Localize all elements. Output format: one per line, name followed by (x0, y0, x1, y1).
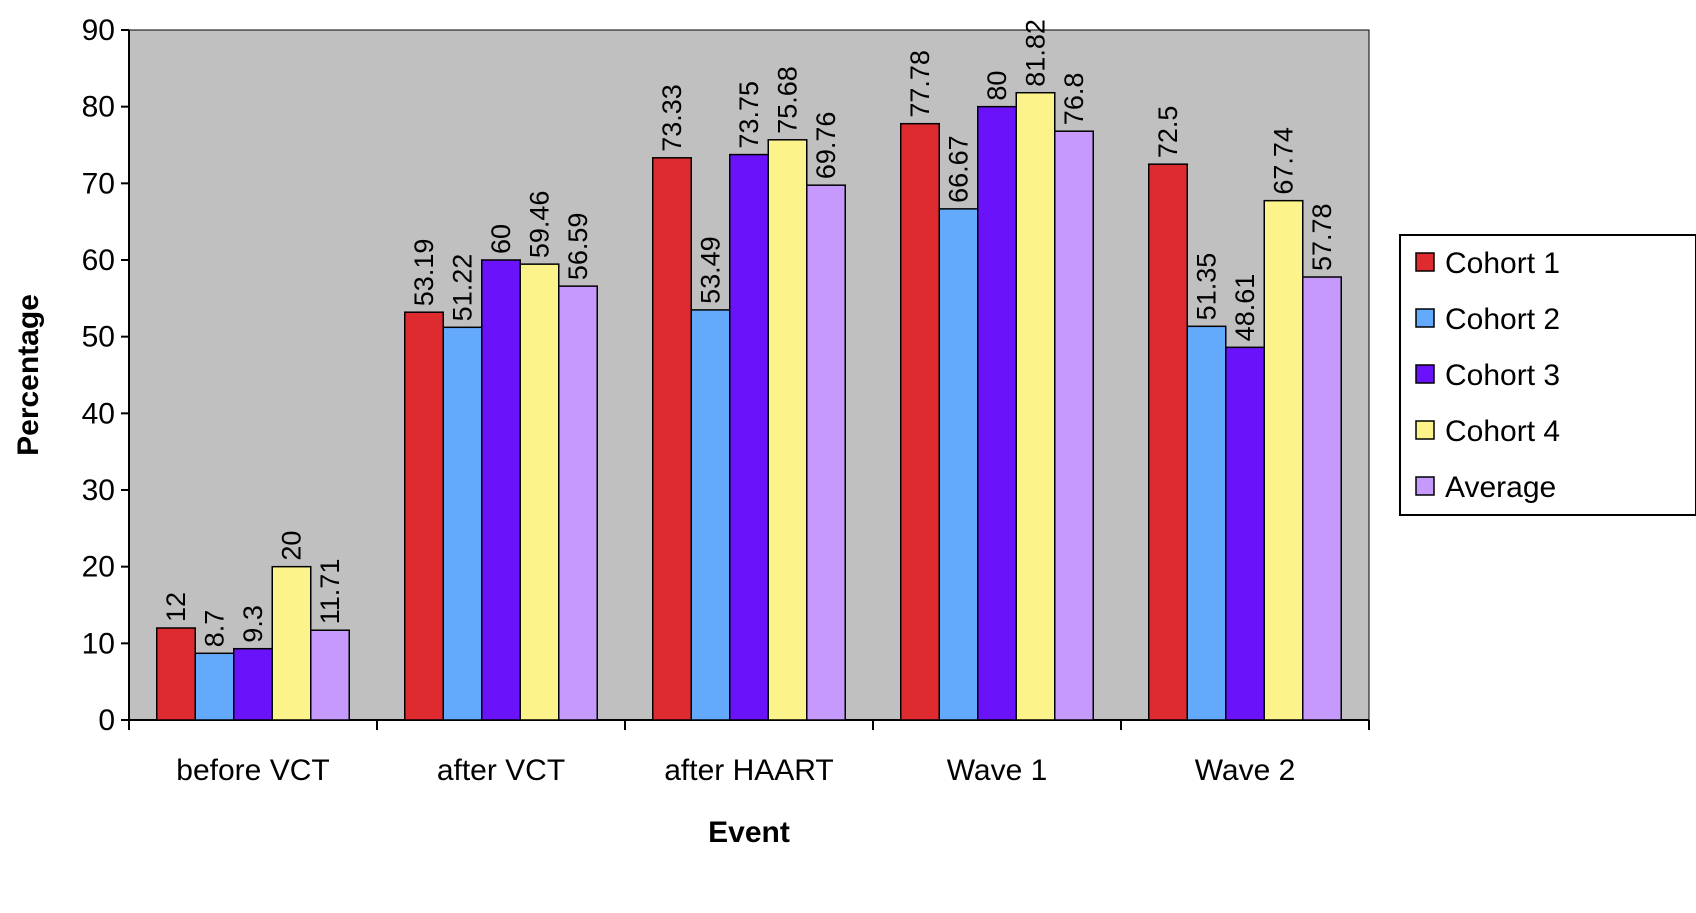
data-label: 11.71 (315, 559, 345, 625)
x-axis: before VCT after VCT after HAART Wave 1 Wave… (128, 719, 1370, 787)
bar-cohort-3 (977, 105, 1017, 721)
x-tick-label: before VCT (176, 754, 329, 787)
data-label: 12 (161, 592, 191, 622)
y-tick-label: 90 (82, 14, 115, 47)
data-label: 9.3 (238, 605, 268, 643)
data-label: 51.22 (448, 254, 478, 322)
y-tick-label: 0 (98, 704, 115, 737)
bar-average (558, 285, 598, 721)
legend-label: Cohort 1 (1445, 247, 1560, 280)
bar-cohort-4 (519, 263, 560, 721)
y-tick-label: 50 (82, 321, 115, 354)
legend-swatch (1415, 308, 1435, 328)
bar-cohort-3 (729, 153, 769, 721)
x-tick-label: Wave 2 (1195, 754, 1296, 787)
y-tick-label: 30 (82, 474, 115, 507)
x-tick-label: after HAART (664, 754, 834, 787)
bar-cohort-3 (1225, 346, 1265, 721)
bar-cohort-4 (1015, 91, 1056, 721)
legend-swatch (1415, 476, 1435, 496)
bar-cohort-4 (1263, 199, 1304, 721)
data-label: 8.7 (200, 610, 230, 648)
legend-swatch (1415, 252, 1435, 272)
legend-swatch (1415, 420, 1435, 440)
bar-average (1302, 276, 1342, 721)
data-label: 51.35 (1192, 253, 1222, 321)
bar-cohort-2 (938, 208, 979, 721)
y-axis-title: Percentage (12, 294, 45, 456)
legend-label: Average (1445, 471, 1556, 504)
data-label: 75.68 (773, 66, 803, 134)
bar-average (1054, 130, 1094, 721)
data-label: 67.74 (1269, 127, 1299, 195)
data-labels-group: 12 53.19 73.33 77.78 72.5 8.7 51.22 53.49 66.67 5… (161, 19, 1337, 647)
bar-cohort-1 (652, 157, 692, 721)
bars-group (156, 91, 1342, 721)
bar-average (310, 629, 350, 721)
legend-label: Cohort 2 (1445, 303, 1560, 336)
bar-cohort-2 (442, 326, 483, 721)
data-label: 59.46 (525, 191, 555, 259)
x-axis-title: Event (708, 816, 790, 849)
bar-cohort-2 (1186, 325, 1227, 721)
x-tick-label: Wave 1 (947, 754, 1048, 787)
y-tick-label: 60 (82, 244, 115, 277)
legend: Cohort 1 Cohort 2 Cohort 3 Cohort 4 Average (1399, 234, 1696, 516)
bar-cohort-2 (690, 309, 731, 721)
bar-cohort-2 (194, 652, 235, 721)
bar-cohort-1 (404, 311, 444, 721)
data-label: 48.61 (1230, 274, 1260, 342)
legend-box (1399, 234, 1696, 516)
bar-cohort-3 (481, 259, 521, 721)
data-label: 69.76 (811, 112, 841, 180)
data-label: 72.5 (1153, 106, 1183, 159)
bar-average (806, 184, 846, 721)
data-label: 66.67 (944, 135, 974, 203)
y-tick-label: 40 (82, 397, 115, 430)
data-label: 77.78 (905, 50, 935, 118)
y-axis: 0 10 20 30 40 50 60 70 80 90 (82, 14, 130, 737)
data-label: 76.8 (1059, 73, 1089, 126)
data-label: 81.82 (1021, 19, 1051, 87)
legend-label: Cohort 4 (1445, 415, 1560, 448)
y-tick-label: 80 (82, 91, 115, 124)
x-tick-label: after VCT (437, 754, 565, 787)
y-tick-label: 20 (82, 551, 115, 584)
legend-label: Cohort 3 (1445, 359, 1560, 392)
y-tick-label: 70 (82, 167, 115, 200)
data-label: 73.75 (734, 81, 764, 149)
data-label: 73.33 (657, 84, 687, 152)
data-label: 57.78 (1307, 203, 1337, 271)
bar-cohort-3 (233, 647, 273, 721)
data-label: 60 (486, 224, 516, 254)
bar-cohort-4 (271, 565, 312, 721)
data-label: 53.49 (696, 236, 726, 304)
data-label: 20 (277, 531, 307, 561)
bar-cohort-1 (1148, 163, 1188, 721)
bar-cohort-4 (767, 139, 808, 721)
data-label: 53.19 (409, 239, 439, 307)
bar-cohort-1 (156, 627, 196, 721)
legend-swatch (1415, 364, 1435, 384)
data-label: 56.59 (563, 213, 593, 281)
bar-cohort-1 (900, 122, 940, 721)
y-tick-label: 10 (82, 627, 115, 660)
data-label: 80 (982, 71, 1012, 101)
